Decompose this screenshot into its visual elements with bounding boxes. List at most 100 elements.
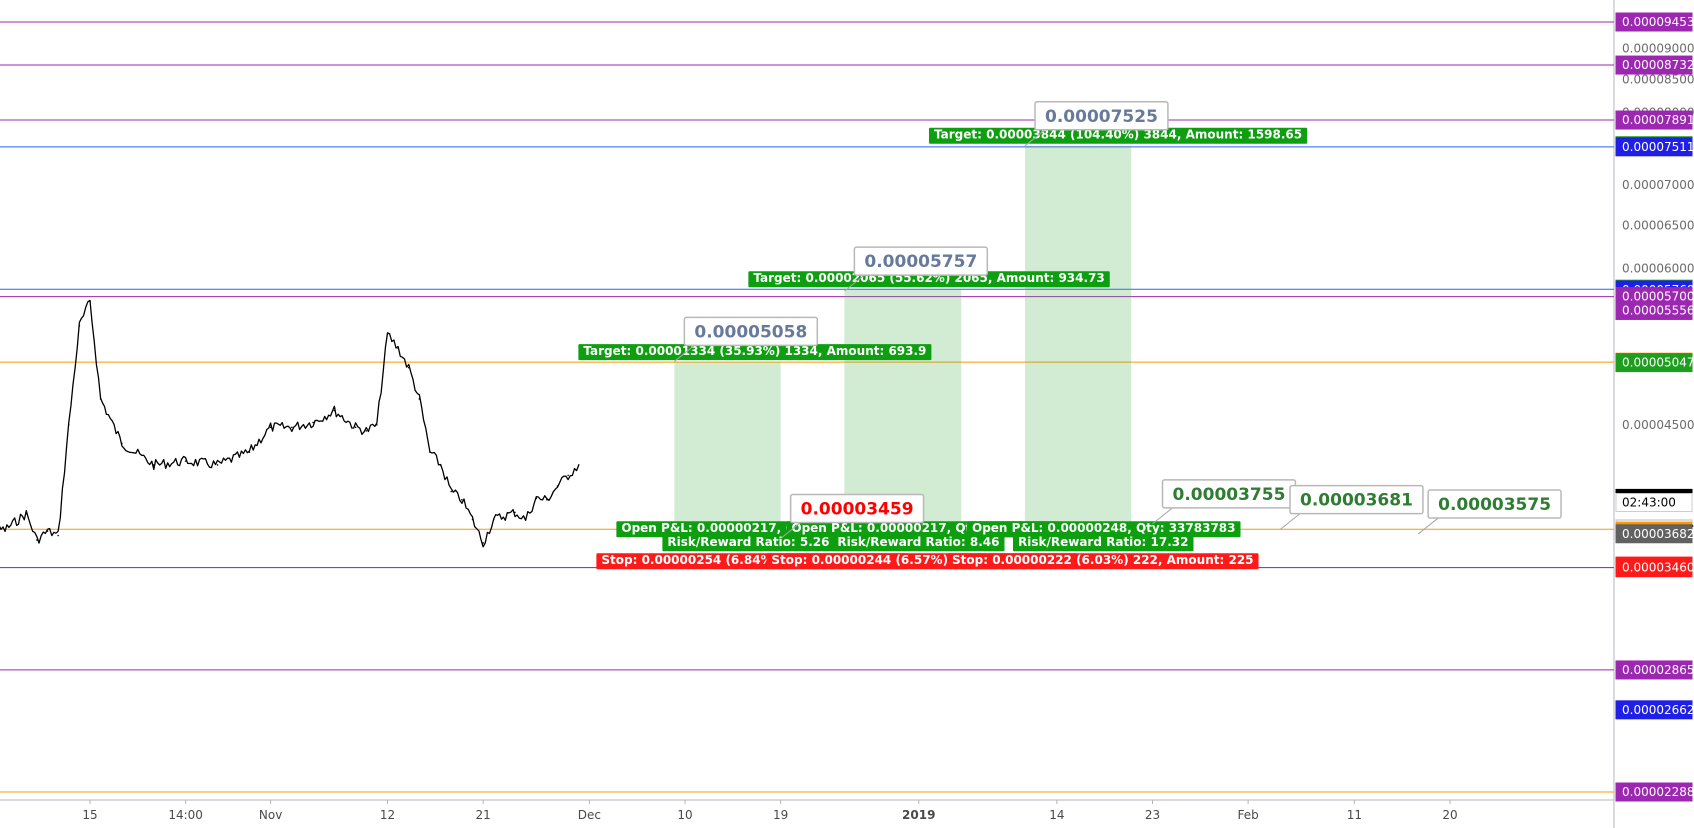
axis-price-label-12[interactable]: 02:43:00	[1615, 493, 1693, 513]
axis-price-label-text-0: 0.00009453	[1622, 15, 1694, 29]
x-tick-label-11: Feb	[1238, 808, 1259, 822]
rr-label-3-text: Risk/Reward Ratio: 17.32	[1018, 535, 1188, 549]
price-point-29	[461, 498, 463, 501]
price-point-8	[89, 300, 91, 303]
stop-label-3[interactable]: Stop: 0.00000222 (6.03%) 222, Amount: 22…	[947, 553, 1259, 570]
callout-box-4	[789, 493, 925, 524]
price-point-34	[524, 518, 527, 521]
price-point-39	[577, 464, 580, 466]
target-label-2-bg	[748, 271, 1110, 288]
price-point-3	[36, 539, 38, 541]
target-label-3[interactable]: Target: 0.00003844 (104.40%) 3844, Amoun…	[929, 127, 1308, 144]
price-point-24	[407, 366, 410, 369]
axis-price-label-bg-10	[1615, 353, 1693, 373]
price-point-25	[418, 398, 421, 400]
y-tick-label-5: 0.00006000	[1622, 262, 1694, 276]
axis-price-label-bg-0	[1615, 12, 1693, 32]
callout-2[interactable]: 0.00005757	[844, 246, 989, 292]
callout-box-7	[1427, 489, 1562, 519]
price-point-31	[482, 542, 484, 544]
y-tick-label-1: 0.00008500	[1622, 73, 1694, 87]
axis-price-label-0[interactable]: 0.00009453	[1615, 12, 1694, 32]
target-zone-2[interactable]	[844, 289, 962, 530]
price-point-16	[291, 426, 293, 429]
price-series-line[interactable]	[0, 299, 580, 548]
axis-price-label-21[interactable]: 0.00002662	[1615, 700, 1694, 720]
axis-price-label-1[interactable]: 0.00008732	[1615, 55, 1694, 75]
axis-price-label-bg-19	[1615, 558, 1693, 578]
axis-price-label-2[interactable]: 0.00007891	[1615, 110, 1694, 130]
callout-box-6	[1289, 484, 1424, 515]
price-point-5	[57, 534, 59, 537]
price-point-13	[216, 464, 219, 466]
callout-box-1	[683, 316, 819, 347]
callout-5[interactable]: 0.00003755	[1152, 479, 1297, 525]
axis-price-label-text-12: 02:43:00	[1622, 496, 1676, 510]
price-point-17	[312, 421, 314, 424]
pnl-label-3-bg	[967, 521, 1241, 538]
price-point-12	[184, 460, 187, 462]
axis-price-label-20[interactable]: 0.00002865	[1615, 660, 1694, 680]
axis-price-label-bg-20	[1615, 660, 1693, 680]
axis-price-label-text-7: 0.00005700	[1622, 290, 1694, 304]
rr-label-3-bg	[1013, 535, 1194, 552]
rr-label-2-bg	[832, 535, 1005, 552]
price-point-6	[67, 424, 70, 426]
price-point-33	[514, 511, 516, 514]
rr-label-1[interactable]: Risk/Reward Ratio: 5.26	[662, 535, 835, 552]
pnl-label-3-text: Open P&L: 0.00000248, Qty: 33783783	[972, 521, 1236, 535]
axis-price-label-8[interactable]: 0.00005556	[1615, 300, 1694, 320]
axis-price-label-16[interactable]: 0.00003682	[1615, 524, 1694, 544]
axis-price-label-bg-16	[1615, 524, 1693, 544]
stop-label-3-text: Stop: 0.00000222 (6.03%) 222, Amount: 22…	[952, 553, 1254, 567]
callout-pointer-1	[674, 345, 695, 362]
callout-text-1: 0.00005058	[694, 322, 807, 342]
stop-label-3-bg	[947, 553, 1259, 570]
y-tick-label-0: 0.00009000	[1622, 42, 1694, 56]
rr-label-2[interactable]: Risk/Reward Ratio: 8.46	[832, 535, 1005, 552]
price-point-32	[492, 518, 495, 521]
rr-label-3[interactable]: Risk/Reward Ratio: 17.32	[1013, 535, 1194, 552]
price-point-26	[429, 451, 431, 453]
callout-text-4: 0.00003459	[801, 500, 914, 520]
axis-price-label-4[interactable]: 0.00007511	[1615, 137, 1694, 157]
price-point-30	[471, 518, 474, 521]
callout-3[interactable]: 0.00007525	[1024, 101, 1169, 147]
callout-1[interactable]: 0.00005058	[674, 316, 819, 362]
callout-text-7: 0.00003575	[1438, 495, 1551, 515]
target-label-1[interactable]: Target: 0.00001334 (35.93%) 1334, Amount…	[578, 344, 932, 361]
x-tick-label-12: 11	[1347, 808, 1362, 822]
price-point-37	[556, 485, 559, 487]
target-label-1-bg	[578, 344, 932, 361]
axis-price-label-text-19: 0.00003460	[1622, 561, 1694, 575]
target-zone-3[interactable]	[1025, 145, 1132, 530]
price-point-35	[535, 497, 538, 500]
axis-price-label-10[interactable]: 0.00005047	[1615, 353, 1694, 373]
pnl-label-3[interactable]: Open P&L: 0.00000248, Qty: 33783783	[967, 521, 1241, 538]
axis-price-label-19[interactable]: 0.00003460	[1615, 558, 1694, 578]
axis-price-label-text-21: 0.00002662	[1622, 703, 1694, 717]
x-tick-label-2: Nov	[259, 808, 282, 822]
price-point-28	[450, 490, 453, 493]
y-tick-label-6: 0.00004500	[1622, 418, 1694, 432]
callout-text-6: 0.00003681	[1300, 491, 1413, 511]
callout-4[interactable]: 0.00003459	[780, 493, 925, 539]
axis-price-label-text-4: 0.00007511	[1622, 140, 1694, 154]
target-label-3-text: Target: 0.00003844 (104.40%) 3844, Amoun…	[934, 128, 1302, 142]
price-point-11	[152, 464, 155, 466]
axis-price-label-22[interactable]: 0.00002288	[1615, 782, 1694, 802]
callout-pointer-3	[1024, 129, 1046, 147]
x-tick-label-4: 21	[475, 808, 490, 822]
callout-6[interactable]: 0.00003681	[1279, 484, 1424, 531]
price-point-4	[46, 530, 49, 532]
callout-7[interactable]: 0.00003575	[1417, 489, 1562, 535]
axis-price-label-bg-4	[1615, 137, 1693, 157]
price-point-38	[567, 474, 569, 477]
rr-label-1-bg	[662, 535, 835, 552]
callout-pointer-7	[1417, 517, 1439, 535]
x-tick-label-7: 19	[773, 808, 788, 822]
target-label-2[interactable]: Target: 0.00002065 (55.62%) 2065, Amount…	[748, 271, 1110, 288]
target-zone-1[interactable]	[674, 362, 781, 530]
